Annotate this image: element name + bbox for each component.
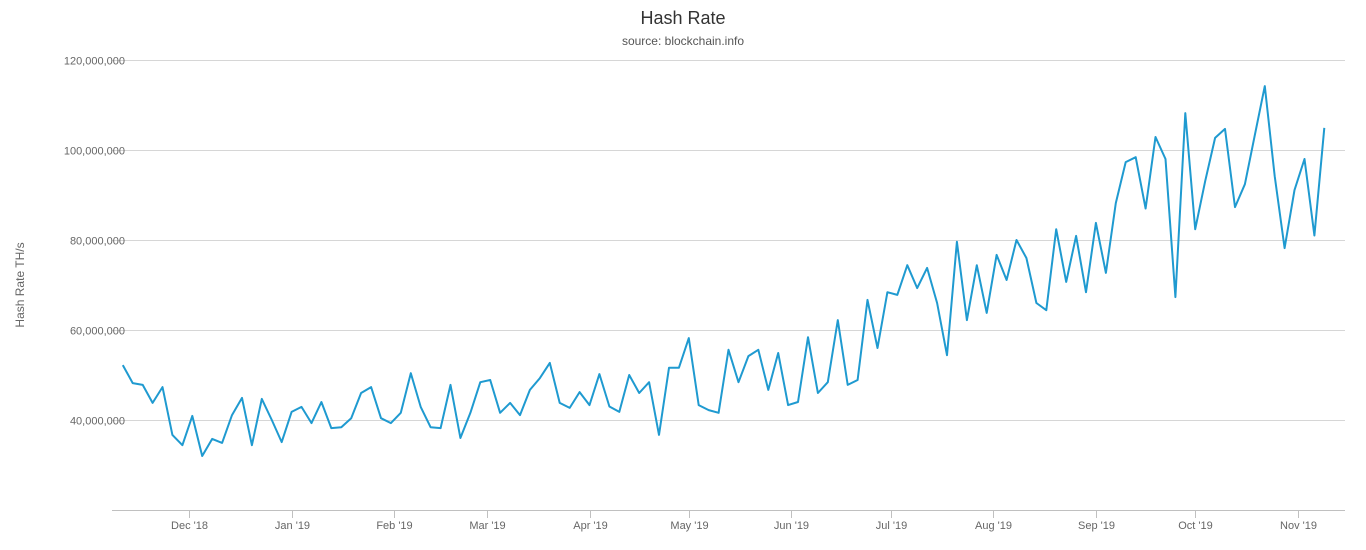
x-tick-label: May '19 [670,520,708,532]
x-tick-label: Sep '19 [1078,520,1115,532]
y-tick-label: 80,000,000 [70,236,125,248]
x-tick-label: Nov '19 [1280,520,1317,532]
y-tick-label: 120,000,000 [64,56,125,68]
y-tick-label: 40,000,000 [70,416,125,428]
x-tick-label: Jun '19 [774,520,809,532]
x-tick-label: Jan '19 [275,520,310,532]
x-tick-label: Oct '19 [1178,520,1213,532]
y-axis-ticks: 40,000,000 60,000,000 80,000,000 100,000,00… [64,56,125,428]
y-tick-label: 60,000,000 [70,326,125,338]
x-tick-label: Feb '19 [376,520,412,532]
chart-subtitle: source: blockchain.info [622,34,744,48]
x-tick-label: Jul '19 [876,520,907,532]
x-tick-label: Dec '18 [171,520,208,532]
hash-rate-line [121,85,1326,457]
series-group [121,85,1326,457]
x-tick-label: Mar '19 [469,520,505,532]
y-axis-label: Hash Rate TH/s [13,242,27,327]
chart-title: Hash Rate [640,8,725,28]
x-tick-label: Aug '19 [975,520,1012,532]
x-axis-ticks: Dec '18 Jan '19 Feb '19 Mar '19 Apr '19 May '… [171,510,1317,532]
y-tick-label: 100,000,000 [64,146,125,158]
x-tick-label: Apr '19 [573,520,608,532]
gridlines [112,60,1345,421]
